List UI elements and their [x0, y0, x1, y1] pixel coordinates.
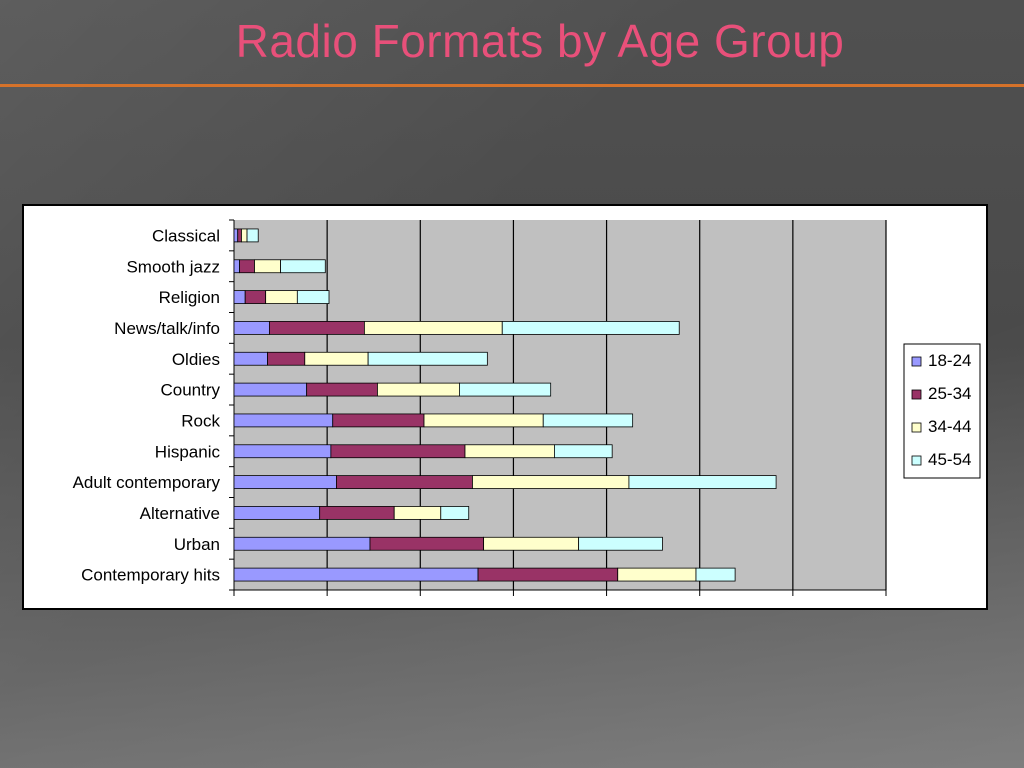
bar-segment	[233, 444, 332, 459]
legend: 18-24 25-34 34-44 45-54	[903, 343, 981, 479]
bar-segment	[233, 382, 308, 397]
category-label: Oldies	[172, 350, 220, 369]
bar-segment	[578, 536, 663, 551]
bar-segment	[233, 351, 268, 366]
bar-segment	[330, 444, 466, 459]
plot-area	[229, 219, 887, 596]
bar-segment	[237, 228, 242, 243]
bar-segment	[459, 382, 552, 397]
bar-segment	[464, 444, 555, 459]
category-label: Rock	[181, 411, 220, 430]
bar-segment	[233, 228, 239, 243]
bar-segment	[423, 413, 544, 428]
legend-label: 34-44	[928, 417, 971, 436]
bar-segment	[367, 351, 488, 366]
category-label: Classical	[152, 226, 220, 245]
bar-segment	[233, 413, 334, 428]
bar-segment	[241, 228, 248, 243]
bar-segment	[472, 475, 630, 489]
bar-segment	[280, 259, 326, 274]
bar-segment	[268, 321, 365, 335]
bar-segment	[233, 506, 321, 520]
bar-segment	[304, 351, 369, 366]
bar-segment	[306, 382, 378, 397]
legend-swatch	[911, 389, 922, 400]
category-label: Country	[160, 381, 220, 400]
bar-segment	[244, 290, 267, 304]
bar-segment	[501, 321, 680, 335]
bar-segment	[233, 321, 270, 335]
bar-segment	[265, 290, 298, 304]
bar-segment	[233, 290, 246, 304]
bar-segment	[267, 351, 306, 366]
slide-title: Radio Formats by Age Group	[235, 15, 845, 67]
bar-segment	[554, 444, 613, 459]
legend-label: 25-34	[928, 384, 971, 403]
category-label: Religion	[159, 288, 220, 307]
stacked-bar-chart: Classical Smooth jazz Religion News/talk/in…	[73, 219, 981, 596]
legend-label: 45-54	[928, 450, 971, 469]
category-label: Alternative	[140, 504, 220, 523]
bar-segment	[695, 567, 736, 582]
plot-background	[234, 220, 886, 590]
bar-segment	[296, 290, 330, 304]
category-labels: Classical Smooth jazz Religion News/talk/in…	[73, 226, 221, 584]
bar-segment	[233, 259, 240, 274]
bar-segment	[393, 506, 442, 520]
category-label: Contemporary hits	[81, 566, 220, 585]
category-label: News/talk/info	[114, 319, 220, 338]
bar-segment	[617, 567, 697, 582]
legend-swatch	[911, 422, 922, 433]
chart-frame: Classical Smooth jazz Religion News/talk/in…	[22, 204, 988, 610]
bar-segment	[542, 413, 634, 428]
bar-segment	[369, 536, 485, 551]
bar-segment	[377, 382, 460, 397]
bar-segment	[233, 536, 371, 551]
legend-swatch	[911, 356, 922, 367]
bar-segment	[233, 475, 337, 489]
bar-segment	[246, 228, 259, 243]
bar-segment	[477, 567, 619, 582]
bars	[233, 228, 777, 582]
category-label: Adult contemporary	[73, 473, 221, 492]
title-rule	[0, 84, 1024, 87]
bar-segment	[363, 321, 503, 335]
bar-segment	[483, 536, 580, 551]
legend-label: 18-24	[928, 351, 971, 370]
bar-segment	[440, 506, 470, 520]
bar-segment	[336, 475, 473, 489]
bar-segment	[628, 475, 777, 489]
category-label: Urban	[174, 535, 220, 554]
bar-segment	[233, 567, 479, 582]
bar-segment	[319, 506, 395, 520]
bar-segment	[332, 413, 425, 428]
category-label: Smooth jazz	[126, 257, 220, 276]
category-label: Hispanic	[155, 442, 221, 461]
bar-segment	[239, 259, 255, 274]
bar-segment	[254, 259, 281, 274]
legend-swatch	[911, 455, 922, 466]
